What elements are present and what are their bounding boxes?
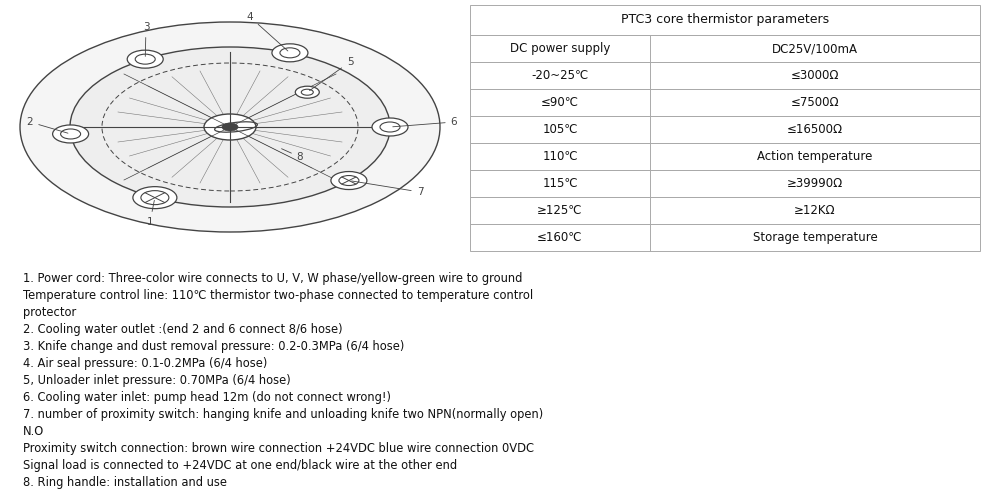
Circle shape [204,114,256,140]
Bar [470,89,980,116]
Text: ≥12KΩ: ≥12KΩ [794,204,836,217]
Text: ≤160℃: ≤160℃ [537,231,583,244]
Text: -20~25℃: -20~25℃ [531,69,589,82]
Text: 4. Air seal pressure: 0.1-0.2MPa (6/4 hose): 4. Air seal pressure: 0.1-0.2MPa (6/4 ho… [23,357,267,370]
Text: ≤3000Ω: ≤3000Ω [791,69,839,82]
Text: 105℃: 105℃ [542,123,578,136]
Text: 8: 8 [282,148,303,162]
Text: Proximity switch connection: brown wire connection +24VDC blue wire connection 0: Proximity switch connection: brown wire … [23,442,534,455]
Circle shape [133,186,177,208]
Text: 2: 2 [27,117,68,133]
Text: 6. Cooling water inlet: pump head 12m (do not connect wrong!): 6. Cooling water inlet: pump head 12m (d… [23,391,391,404]
Text: 3: 3 [143,22,149,56]
Text: 110℃: 110℃ [542,150,578,163]
Text: ≤16500Ω: ≤16500Ω [787,123,843,136]
Text: 115℃: 115℃ [542,177,578,190]
Text: ≥125℃: ≥125℃ [537,204,583,217]
Text: 7. number of proximity switch: hanging knife and unloading knife two NPN(normall: 7. number of proximity switch: hanging k… [23,408,543,421]
Circle shape [331,172,367,190]
Text: 5: 5 [310,57,353,90]
Text: Temperature control line: 110℃ thermistor two-phase connected to temperature con: Temperature control line: 110℃ thermisto… [23,289,533,302]
Text: Action temperature: Action temperature [757,150,873,163]
Text: 4: 4 [247,12,288,51]
Text: Signal load is connected to +24VDC at one end/black wire at the other end: Signal load is connected to +24VDC at on… [23,459,457,472]
Bar [470,5,980,35]
Circle shape [272,44,308,62]
Bar [470,35,980,62]
Text: PTC3 core thermistor parameters: PTC3 core thermistor parameters [621,14,829,26]
Circle shape [20,22,440,232]
Text: 6: 6 [393,117,457,127]
Bar [470,143,980,170]
Bar [470,224,980,251]
Text: 5, Unloader inlet pressure: 0.70MPa (6/4 hose): 5, Unloader inlet pressure: 0.70MPa (6/4… [23,374,291,387]
Bar [470,197,980,224]
Text: N.O: N.O [23,425,44,438]
Circle shape [70,47,390,207]
Text: 3. Knife change and dust removal pressure: 0.2-0.3MPa (6/4 hose): 3. Knife change and dust removal pressur… [23,340,404,353]
Text: Storage temperature: Storage temperature [753,231,877,244]
Circle shape [295,86,319,98]
Bar [470,116,980,143]
Text: ≥39990Ω: ≥39990Ω [787,177,843,190]
Text: DC25V/100mA: DC25V/100mA [772,42,858,55]
Text: protector: protector [23,306,76,319]
Circle shape [372,118,408,136]
Text: 2. Cooling water outlet :(end 2 and 6 connect 8/6 hose): 2. Cooling water outlet :(end 2 and 6 co… [23,323,343,336]
Text: DC power supply: DC power supply [510,42,610,55]
Circle shape [127,50,163,68]
Text: 1. Power cord: Three-color wire connects to U, V, W phase/yellow-green wire to g: 1. Power cord: Three-color wire connects… [23,272,522,285]
Bar [470,170,980,197]
Text: 7: 7 [352,181,423,197]
Text: ≤90℃: ≤90℃ [541,96,579,109]
Text: ≤7500Ω: ≤7500Ω [791,96,839,109]
Text: 1: 1 [147,200,154,227]
Circle shape [222,123,238,131]
Circle shape [53,125,89,143]
Bar [470,62,980,89]
Text: 8. Ring handle: installation and use: 8. Ring handle: installation and use [23,476,227,489]
